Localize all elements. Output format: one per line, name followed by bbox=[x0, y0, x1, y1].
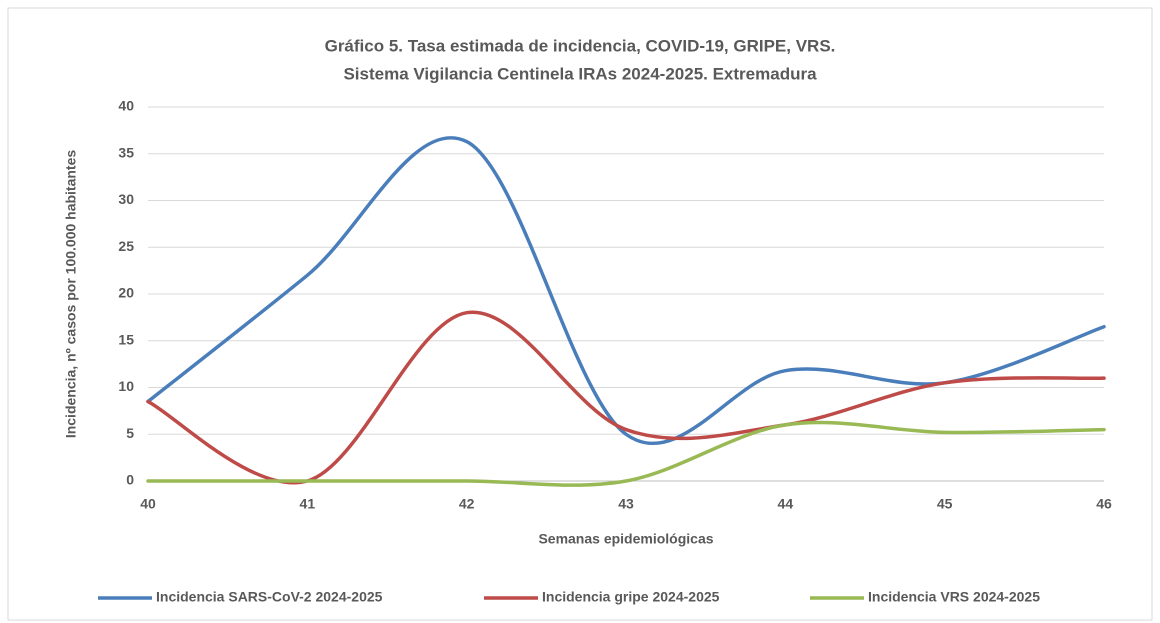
y-tick-label: 40 bbox=[118, 98, 134, 114]
y-tick-label: 20 bbox=[118, 285, 134, 301]
y-tick-label: 0 bbox=[126, 472, 134, 488]
y-tick-label: 15 bbox=[118, 331, 134, 347]
chart-subtitle: Sistema Vigilancia Centinela IRAs 2024-2… bbox=[343, 64, 817, 83]
y-tick-label: 10 bbox=[118, 378, 134, 394]
x-tick-label: 44 bbox=[778, 496, 794, 512]
y-axis-title: Incidencia, nº casos por 100.000 habitan… bbox=[63, 150, 79, 439]
x-axis-title: Semanas epidemiológicas bbox=[538, 531, 713, 547]
x-tick-label: 41 bbox=[300, 496, 316, 512]
y-tick-label: 30 bbox=[118, 191, 134, 207]
y-tick-label: 35 bbox=[118, 144, 134, 160]
legend-label: Incidencia VRS 2024-2025 bbox=[868, 589, 1040, 605]
x-tick-label: 43 bbox=[618, 496, 634, 512]
x-tick-label: 46 bbox=[1096, 496, 1112, 512]
y-tick-label: 5 bbox=[126, 425, 134, 441]
x-tick-label: 45 bbox=[937, 496, 953, 512]
series-line bbox=[146, 420, 1106, 487]
chart-border bbox=[7, 7, 1153, 621]
legend-label: Incidencia gripe 2024-2025 bbox=[542, 589, 720, 605]
y-tick-label: 25 bbox=[118, 238, 134, 254]
legend-label: Incidencia SARS-CoV-2 2024-2025 bbox=[156, 589, 383, 605]
chart-title: Gráfico 5. Tasa estimada de incidencia, … bbox=[325, 36, 836, 55]
x-tick-label: 40 bbox=[140, 496, 156, 512]
x-tick-label: 42 bbox=[459, 496, 475, 512]
